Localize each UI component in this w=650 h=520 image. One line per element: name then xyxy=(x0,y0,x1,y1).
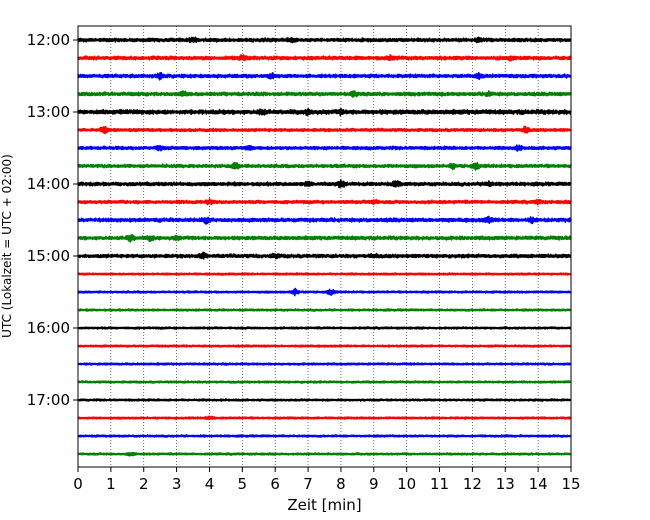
x-tick-label: 4 xyxy=(205,475,215,493)
trace-1530 xyxy=(77,287,572,297)
y-axis-label: UTC (Lokalzeit = UTC + 02:00) xyxy=(0,154,14,338)
x-tick-label: 15 xyxy=(561,475,580,493)
trace-1515 xyxy=(77,272,572,276)
y-tick-label: 14:00 xyxy=(27,175,70,193)
trace-1700 xyxy=(77,398,572,402)
trace-1545 xyxy=(77,308,572,312)
trace-1230 xyxy=(77,71,572,81)
trace-1730 xyxy=(77,434,572,438)
trace-1200 xyxy=(77,36,572,44)
x-tick-label: 0 xyxy=(73,475,83,493)
x-tick-label: 11 xyxy=(430,475,449,493)
x-axis-ticks: 0 1 2 3 4 5 6 7 8 9 10 11 12 13 14 15 xyxy=(73,467,581,493)
x-tick-label: 1 xyxy=(106,475,116,493)
trace-1645 xyxy=(77,380,572,384)
trace-1300 xyxy=(77,107,572,117)
trace-1745 xyxy=(77,451,572,457)
x-tick-label: 3 xyxy=(172,475,182,493)
trace-1715 xyxy=(77,415,572,421)
trace-1600 xyxy=(77,326,572,330)
y-tick-label: 13:00 xyxy=(27,103,70,121)
trace-1245 xyxy=(77,90,572,98)
seismogram-traces xyxy=(77,36,572,457)
x-tick-label: 10 xyxy=(397,475,416,493)
trace-1445 xyxy=(77,233,572,243)
y-tick-label: 12:00 xyxy=(27,31,70,49)
trace-1315 xyxy=(77,125,572,135)
x-tick-label: 13 xyxy=(496,475,515,493)
trace-1330 xyxy=(77,144,572,152)
trace-1215 xyxy=(77,54,572,62)
trace-1615 xyxy=(77,344,572,348)
x-tick-label: 5 xyxy=(238,475,248,493)
x-tick-label: 14 xyxy=(529,475,548,493)
trace-1630 xyxy=(77,362,572,366)
x-tick-label: 8 xyxy=(336,475,346,493)
y-tick-label: 16:00 xyxy=(27,319,70,337)
trace-1400 xyxy=(77,179,572,189)
x-tick-label: 9 xyxy=(369,475,379,493)
x-axis-label: Zeit [min] xyxy=(287,496,361,514)
trace-1415 xyxy=(77,198,572,206)
y-tick-label: 17:00 xyxy=(27,391,70,409)
x-tick-label: 12 xyxy=(463,475,482,493)
y-tick-label: 15:00 xyxy=(27,247,70,265)
trace-1345 xyxy=(77,162,572,171)
y-axis-ticks: 12:00 13:00 14:00 15:00 16:00 17:00 xyxy=(27,31,78,409)
trace-1430 xyxy=(77,215,572,225)
x-tick-label: 6 xyxy=(270,475,280,493)
x-tick-label: 2 xyxy=(139,475,149,493)
plot-frame xyxy=(77,25,572,468)
trace-1500 xyxy=(77,251,572,260)
x-tick-label: 7 xyxy=(303,475,313,493)
